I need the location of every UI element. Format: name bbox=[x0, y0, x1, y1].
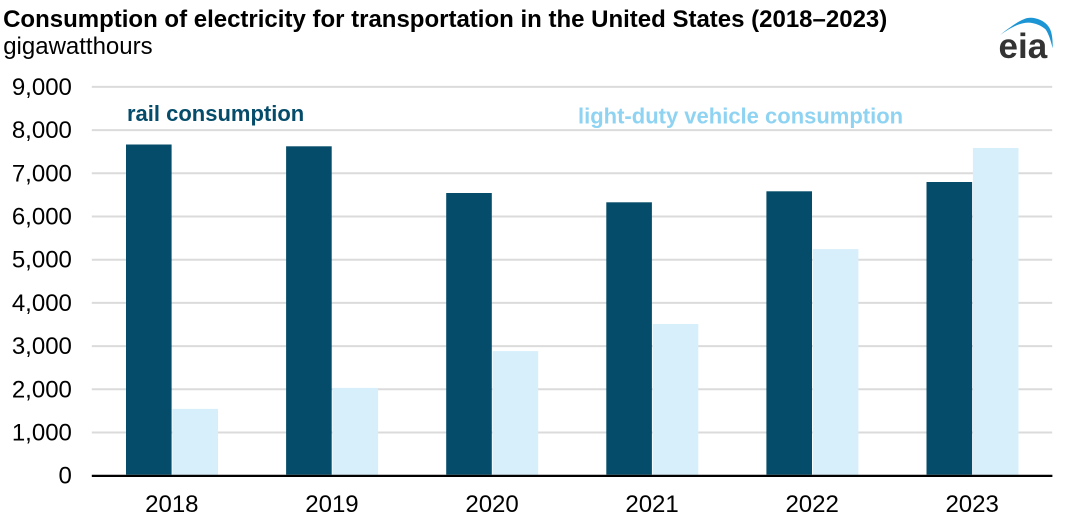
svg-text:Consumption of electricity for: Consumption of electricity for transport… bbox=[3, 6, 887, 33]
svg-text:rail consumption: rail consumption bbox=[127, 101, 304, 126]
svg-text:2019: 2019 bbox=[305, 491, 358, 518]
svg-text:3,000: 3,000 bbox=[12, 333, 72, 360]
svg-text:2020: 2020 bbox=[465, 491, 518, 518]
svg-text:8,000: 8,000 bbox=[12, 117, 72, 144]
svg-text:2018: 2018 bbox=[145, 491, 198, 518]
svg-text:9,000: 9,000 bbox=[12, 74, 72, 101]
svg-text:7,000: 7,000 bbox=[12, 160, 72, 187]
svg-text:2022: 2022 bbox=[785, 491, 838, 518]
svg-text:4,000: 4,000 bbox=[12, 290, 72, 317]
svg-text:5,000: 5,000 bbox=[12, 247, 72, 274]
svg-text:2,000: 2,000 bbox=[12, 376, 72, 403]
svg-text:2021: 2021 bbox=[625, 491, 678, 518]
svg-text:6,000: 6,000 bbox=[12, 204, 72, 231]
svg-text:1,000: 1,000 bbox=[12, 420, 72, 447]
svg-text:eia: eia bbox=[999, 27, 1048, 66]
svg-text:light-duty vehicle consumption: light-duty vehicle consumption bbox=[578, 104, 903, 129]
svg-text:2023: 2023 bbox=[945, 491, 998, 518]
svg-text:gigawatthours: gigawatthours bbox=[3, 33, 152, 60]
svg-text:0: 0 bbox=[59, 463, 72, 490]
